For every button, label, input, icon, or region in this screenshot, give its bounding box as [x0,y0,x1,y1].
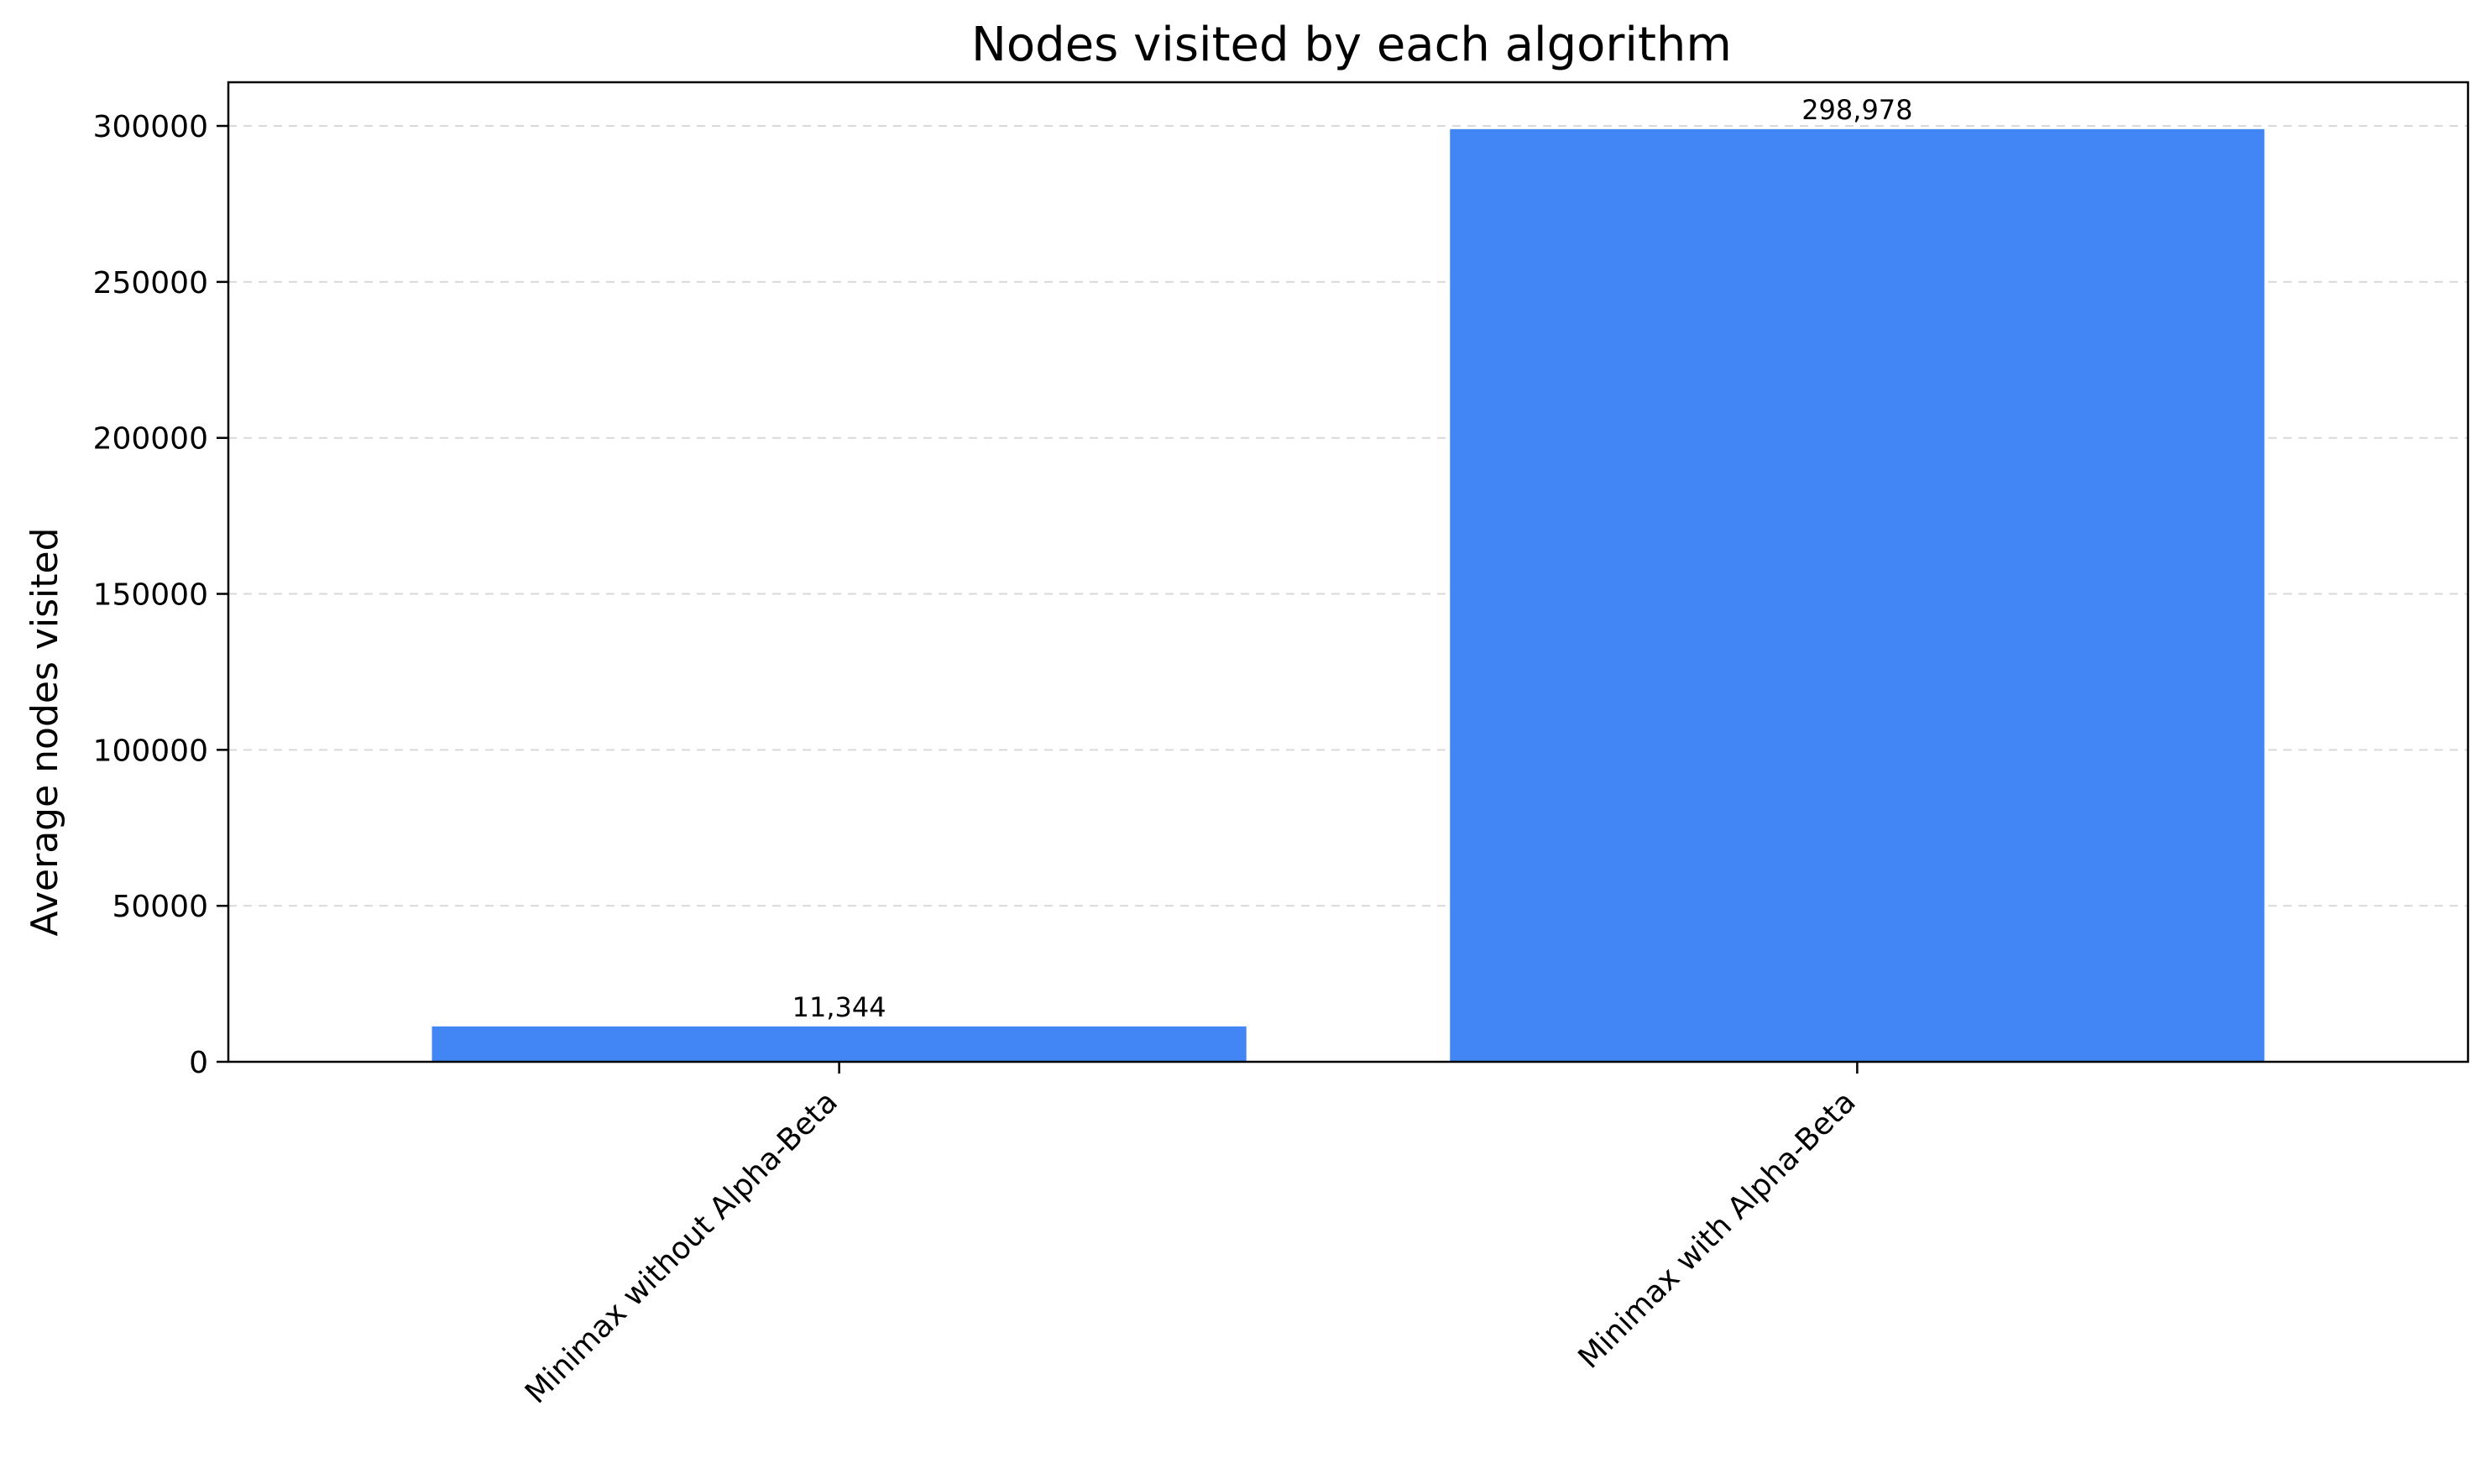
y-axis-ticks: 0 50000 100000 150000 200000 250000 300000 [93,110,228,1080]
y-tick-label: 50000 [112,890,208,924]
bar [431,1026,1247,1062]
y-tick-label: 150000 [93,578,208,613]
y-tick-label: 300000 [93,110,208,144]
bar-value-label: 298,978 [1801,94,1912,126]
y-tick-label: 200000 [93,422,208,457]
y-axis-label: Average nodes visited [24,527,66,936]
x-tick-label: Minimax without Alpha-Beta [519,1084,844,1410]
y-tick-label: 100000 [93,734,208,768]
y-tick-label: 250000 [93,266,208,300]
y-tick-label: 0 [189,1046,208,1080]
bar [1450,128,2265,1062]
x-axis-ticks: Minimax without Alpha-Beta Minimax with A… [519,1062,1863,1410]
chart-title: Nodes visited by each algorithm [971,18,1732,72]
bar-value-labels: 11,344 298,978 [792,94,1913,1023]
bars [431,128,2265,1062]
x-tick-label: Minimax with Alpha-Beta [1571,1084,1862,1375]
plot-frame [227,81,2470,1063]
bar-value-label: 11,344 [792,991,886,1023]
